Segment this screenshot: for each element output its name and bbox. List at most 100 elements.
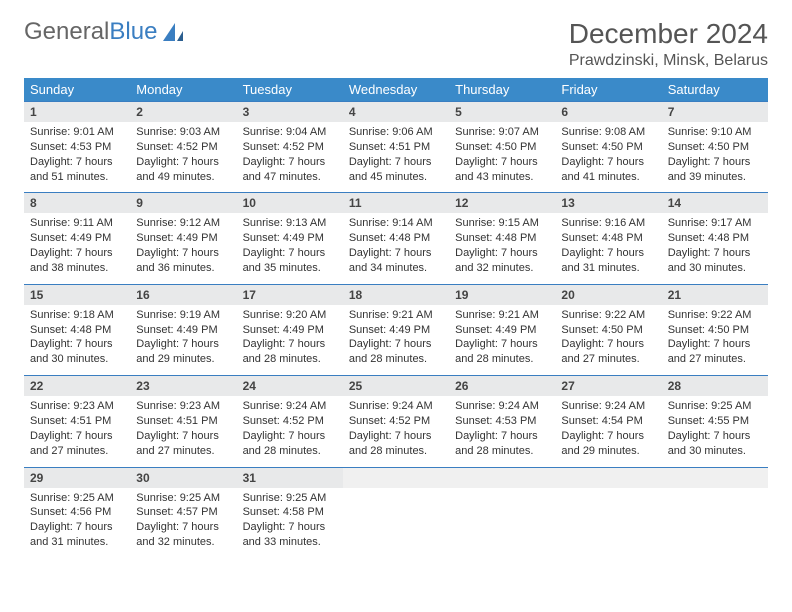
day-number: 6 [555,102,661,122]
calendar-week: 8Sunrise: 9:11 AMSunset: 4:49 PMDaylight… [24,193,768,284]
day-content: Sunrise: 9:23 AMSunset: 4:51 PMDaylight:… [24,396,130,466]
day-number: 28 [662,376,768,396]
calendar-day-cell: 21Sunrise: 9:22 AMSunset: 4:50 PMDayligh… [662,284,768,375]
calendar-day-cell: 4Sunrise: 9:06 AMSunset: 4:51 PMDaylight… [343,102,449,193]
day-content-empty [449,488,555,538]
day-number: 17 [237,285,343,305]
day-number-empty [343,468,449,488]
day-content: Sunrise: 9:25 AMSunset: 4:57 PMDaylight:… [130,488,236,558]
day-number: 19 [449,285,555,305]
calendar-body: 1Sunrise: 9:01 AMSunset: 4:53 PMDaylight… [24,102,768,558]
day-content: Sunrise: 9:21 AMSunset: 4:49 PMDaylight:… [449,305,555,375]
calendar-day-cell [343,467,449,558]
calendar-day-cell: 19Sunrise: 9:21 AMSunset: 4:49 PMDayligh… [449,284,555,375]
day-number: 12 [449,193,555,213]
day-content: Sunrise: 9:14 AMSunset: 4:48 PMDaylight:… [343,213,449,283]
calendar-table: SundayMondayTuesdayWednesdayThursdayFrid… [24,78,768,558]
header: GeneralBlue December 2024 Prawdzinski, M… [24,18,768,70]
day-number: 20 [555,285,661,305]
day-number: 30 [130,468,236,488]
calendar-day-cell: 23Sunrise: 9:23 AMSunset: 4:51 PMDayligh… [130,376,236,467]
calendar-week: 22Sunrise: 9:23 AMSunset: 4:51 PMDayligh… [24,376,768,467]
day-content: Sunrise: 9:15 AMSunset: 4:48 PMDaylight:… [449,213,555,283]
day-number: 22 [24,376,130,396]
day-number: 26 [449,376,555,396]
calendar-day-cell: 26Sunrise: 9:24 AMSunset: 4:53 PMDayligh… [449,376,555,467]
calendar-day-cell: 6Sunrise: 9:08 AMSunset: 4:50 PMDaylight… [555,102,661,193]
day-number: 27 [555,376,661,396]
calendar-head: SundayMondayTuesdayWednesdayThursdayFrid… [24,78,768,102]
day-number: 7 [662,102,768,122]
column-header: Sunday [24,78,130,102]
calendar-day-cell: 24Sunrise: 9:24 AMSunset: 4:52 PMDayligh… [237,376,343,467]
calendar-day-cell: 7Sunrise: 9:10 AMSunset: 4:50 PMDaylight… [662,102,768,193]
calendar-day-cell: 10Sunrise: 9:13 AMSunset: 4:49 PMDayligh… [237,193,343,284]
column-header: Tuesday [237,78,343,102]
calendar-day-cell: 27Sunrise: 9:24 AMSunset: 4:54 PMDayligh… [555,376,661,467]
title-block: December 2024 Prawdzinski, Minsk, Belaru… [569,18,768,70]
calendar-day-cell: 8Sunrise: 9:11 AMSunset: 4:49 PMDaylight… [24,193,130,284]
location: Prawdzinski, Minsk, Belarus [569,52,768,70]
month-title: December 2024 [569,18,768,50]
day-content: Sunrise: 9:22 AMSunset: 4:50 PMDaylight:… [662,305,768,375]
day-content: Sunrise: 9:20 AMSunset: 4:49 PMDaylight:… [237,305,343,375]
calendar-day-cell: 30Sunrise: 9:25 AMSunset: 4:57 PMDayligh… [130,467,236,558]
calendar-day-cell: 9Sunrise: 9:12 AMSunset: 4:49 PMDaylight… [130,193,236,284]
calendar-day-cell: 2Sunrise: 9:03 AMSunset: 4:52 PMDaylight… [130,102,236,193]
day-number: 24 [237,376,343,396]
day-content: Sunrise: 9:13 AMSunset: 4:49 PMDaylight:… [237,213,343,283]
calendar-week: 15Sunrise: 9:18 AMSunset: 4:48 PMDayligh… [24,284,768,375]
calendar-day-cell: 18Sunrise: 9:21 AMSunset: 4:49 PMDayligh… [343,284,449,375]
calendar-day-cell: 1Sunrise: 9:01 AMSunset: 4:53 PMDaylight… [24,102,130,193]
calendar-day-cell: 5Sunrise: 9:07 AMSunset: 4:50 PMDaylight… [449,102,555,193]
day-content: Sunrise: 9:10 AMSunset: 4:50 PMDaylight:… [662,122,768,192]
day-content: Sunrise: 9:07 AMSunset: 4:50 PMDaylight:… [449,122,555,192]
calendar-day-cell: 15Sunrise: 9:18 AMSunset: 4:48 PMDayligh… [24,284,130,375]
day-number-empty [449,468,555,488]
day-content: Sunrise: 9:25 AMSunset: 4:56 PMDaylight:… [24,488,130,558]
day-number: 2 [130,102,236,122]
calendar-day-cell: 29Sunrise: 9:25 AMSunset: 4:56 PMDayligh… [24,467,130,558]
day-number: 13 [555,193,661,213]
calendar-day-cell: 13Sunrise: 9:16 AMSunset: 4:48 PMDayligh… [555,193,661,284]
day-content: Sunrise: 9:24 AMSunset: 4:52 PMDaylight:… [237,396,343,466]
column-header: Friday [555,78,661,102]
calendar-day-cell [662,467,768,558]
day-content: Sunrise: 9:04 AMSunset: 4:52 PMDaylight:… [237,122,343,192]
calendar-day-cell: 20Sunrise: 9:22 AMSunset: 4:50 PMDayligh… [555,284,661,375]
day-content-empty [555,488,661,538]
day-content: Sunrise: 9:16 AMSunset: 4:48 PMDaylight:… [555,213,661,283]
day-number: 15 [24,285,130,305]
brand-logo: GeneralBlue [24,18,187,46]
day-number: 10 [237,193,343,213]
day-number: 5 [449,102,555,122]
calendar-week: 29Sunrise: 9:25 AMSunset: 4:56 PMDayligh… [24,467,768,558]
column-header: Monday [130,78,236,102]
day-content: Sunrise: 9:24 AMSunset: 4:54 PMDaylight:… [555,396,661,466]
day-number-empty [662,468,768,488]
column-header: Wednesday [343,78,449,102]
day-number: 4 [343,102,449,122]
day-content: Sunrise: 9:06 AMSunset: 4:51 PMDaylight:… [343,122,449,192]
day-content: Sunrise: 9:01 AMSunset: 4:53 PMDaylight:… [24,122,130,192]
sail-icon [161,21,187,43]
day-number: 18 [343,285,449,305]
calendar-day-cell: 17Sunrise: 9:20 AMSunset: 4:49 PMDayligh… [237,284,343,375]
day-content: Sunrise: 9:12 AMSunset: 4:49 PMDaylight:… [130,213,236,283]
day-number: 1 [24,102,130,122]
calendar-day-cell: 22Sunrise: 9:23 AMSunset: 4:51 PMDayligh… [24,376,130,467]
calendar-day-cell: 12Sunrise: 9:15 AMSunset: 4:48 PMDayligh… [449,193,555,284]
day-content: Sunrise: 9:17 AMSunset: 4:48 PMDaylight:… [662,213,768,283]
calendar-day-cell [449,467,555,558]
day-number: 25 [343,376,449,396]
calendar-week: 1Sunrise: 9:01 AMSunset: 4:53 PMDaylight… [24,102,768,193]
calendar-day-cell: 3Sunrise: 9:04 AMSunset: 4:52 PMDaylight… [237,102,343,193]
day-content: Sunrise: 9:25 AMSunset: 4:55 PMDaylight:… [662,396,768,466]
day-number: 23 [130,376,236,396]
day-number: 3 [237,102,343,122]
column-header: Saturday [662,78,768,102]
day-number: 8 [24,193,130,213]
calendar-day-cell: 14Sunrise: 9:17 AMSunset: 4:48 PMDayligh… [662,193,768,284]
calendar-day-cell [555,467,661,558]
day-content-empty [343,488,449,538]
